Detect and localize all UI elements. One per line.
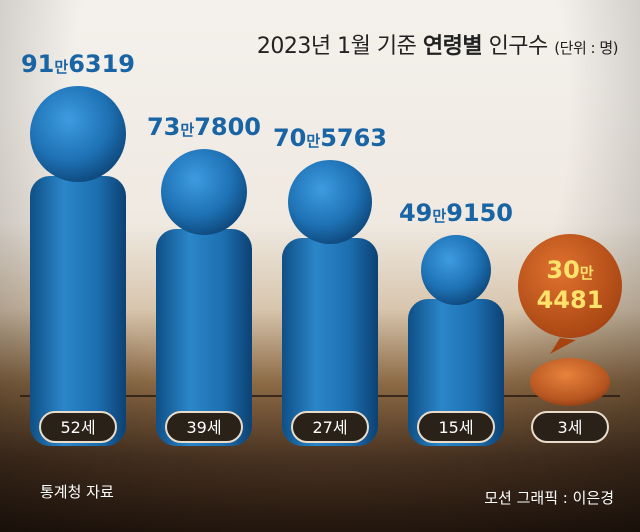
- age-pill: [39, 411, 117, 443]
- chart-title: 2023년 1월 기준 연령별 인구수 (단위 : 명): [0, 28, 619, 60]
- title-prefix: 2023년 1월 기준: [256, 34, 423, 59]
- age-label: 3세: [558, 418, 583, 437]
- bar-figure-39세: 73만7800 39세: [147, 113, 261, 446]
- age-label: 27세: [312, 418, 347, 437]
- source-note: 통계청 자료: [40, 483, 114, 501]
- bar-head: [30, 86, 126, 182]
- bar-body: [408, 299, 504, 446]
- age-pill: [165, 411, 243, 443]
- unit-label: (단위 : 명): [554, 39, 618, 57]
- bar-body: [282, 238, 378, 446]
- bar-head: [530, 358, 610, 406]
- value-label: 30만: [546, 256, 593, 284]
- bar-head: [421, 235, 491, 305]
- value-label: 70만5763: [273, 124, 387, 152]
- bubble-tail: [550, 338, 576, 354]
- title-emphasis: 연령별: [422, 34, 483, 59]
- age-label: 39세: [186, 418, 221, 437]
- value-label: 73만7800: [147, 113, 261, 141]
- age-pill: [531, 411, 609, 443]
- graphic-credit: 모션 그래픽 : 이은경: [484, 489, 614, 507]
- bar-head: [161, 149, 247, 235]
- value-label: 91만6319: [21, 50, 135, 78]
- bar-body: [156, 229, 252, 446]
- bar-body: [30, 176, 126, 446]
- bar-figure-15세: 49만9150 15세: [399, 199, 513, 446]
- bar-figure-52세: 91만6319 52세: [21, 50, 135, 446]
- title-suffix: 인구수: [482, 34, 555, 59]
- value-label: 49만9150: [399, 199, 513, 227]
- bar-marks: 91만6319 52세 73만7800 39세 70만5763 27세 49만9150 15세…: [21, 50, 622, 446]
- age-label: 52세: [60, 418, 95, 437]
- age-pill: [417, 411, 495, 443]
- speech-bubble: [518, 234, 622, 338]
- bar-figure-27세: 70만5763 27세: [273, 124, 387, 446]
- bar-head: [288, 160, 372, 244]
- age-label: 15세: [438, 418, 473, 437]
- value-label-line2: 4481: [537, 286, 604, 314]
- age-pill: [291, 411, 369, 443]
